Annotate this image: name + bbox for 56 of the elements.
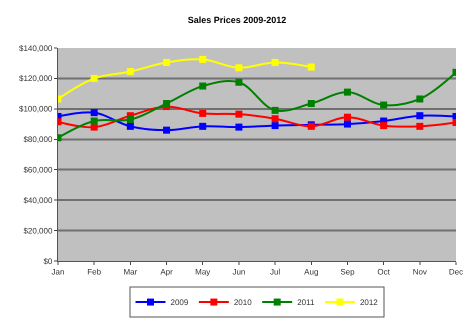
y-tick-label: $20,000 <box>23 226 53 236</box>
x-tick-label: Aug <box>304 268 318 277</box>
point <box>199 56 206 63</box>
y-tick-label: $120,000 <box>19 74 53 84</box>
point <box>344 114 351 121</box>
point <box>380 102 388 109</box>
point <box>235 64 242 72</box>
x-tick-label: Feb <box>87 268 102 277</box>
x-tick-label: Jan <box>52 268 64 277</box>
point <box>272 106 279 114</box>
y-tick-label: $80,000 <box>23 135 53 144</box>
point <box>163 58 170 66</box>
point <box>272 122 279 130</box>
point <box>308 64 315 71</box>
point <box>163 100 170 108</box>
y-tick-label: $140,000 <box>19 44 53 53</box>
point <box>344 120 351 128</box>
y-tick-label: $0 <box>43 256 53 266</box>
y-tick-label: $100,000 <box>19 104 53 114</box>
x-tick-label: Mar <box>123 268 138 277</box>
point <box>272 58 279 66</box>
point <box>90 109 98 116</box>
x-tick-label: Nov <box>412 268 427 277</box>
point <box>235 110 242 118</box>
x-tick-label: Dec <box>448 268 464 277</box>
legend-label: 2009 <box>170 298 189 308</box>
legend-label: 2011 <box>297 298 315 308</box>
point <box>199 110 206 117</box>
point <box>90 118 98 125</box>
point <box>199 122 206 130</box>
point <box>416 122 424 130</box>
x-tick-label: May <box>195 268 210 277</box>
point <box>272 115 279 122</box>
point <box>235 78 242 86</box>
x-tick-label: Oct <box>377 268 391 277</box>
point <box>416 95 424 102</box>
x-tick-label: Jul <box>270 268 280 277</box>
x-tick-label: Sep <box>340 268 356 277</box>
point <box>126 122 134 130</box>
point <box>416 112 424 120</box>
point <box>380 122 388 130</box>
point <box>344 88 351 96</box>
chart-title: Sales Prices 2009-2012 <box>188 14 286 25</box>
point <box>126 68 134 76</box>
legend-label: 2012 <box>360 298 378 308</box>
point <box>126 116 134 124</box>
point <box>163 126 170 134</box>
x-tick-label: Jun <box>232 268 246 277</box>
y-tick-label: $40,000 <box>23 196 53 205</box>
point <box>199 82 206 90</box>
y-tick-label: $60,000 <box>23 166 53 175</box>
x-tick-label: Apr <box>160 268 174 277</box>
point <box>235 124 242 131</box>
point <box>308 100 315 108</box>
legend-label: 2010 <box>234 298 252 308</box>
point <box>90 74 98 82</box>
